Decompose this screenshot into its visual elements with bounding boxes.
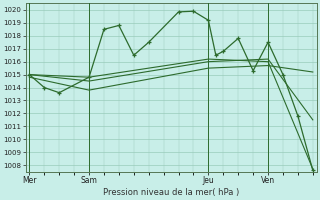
X-axis label: Pression niveau de la mer( hPa ): Pression niveau de la mer( hPa ): [103, 188, 239, 197]
